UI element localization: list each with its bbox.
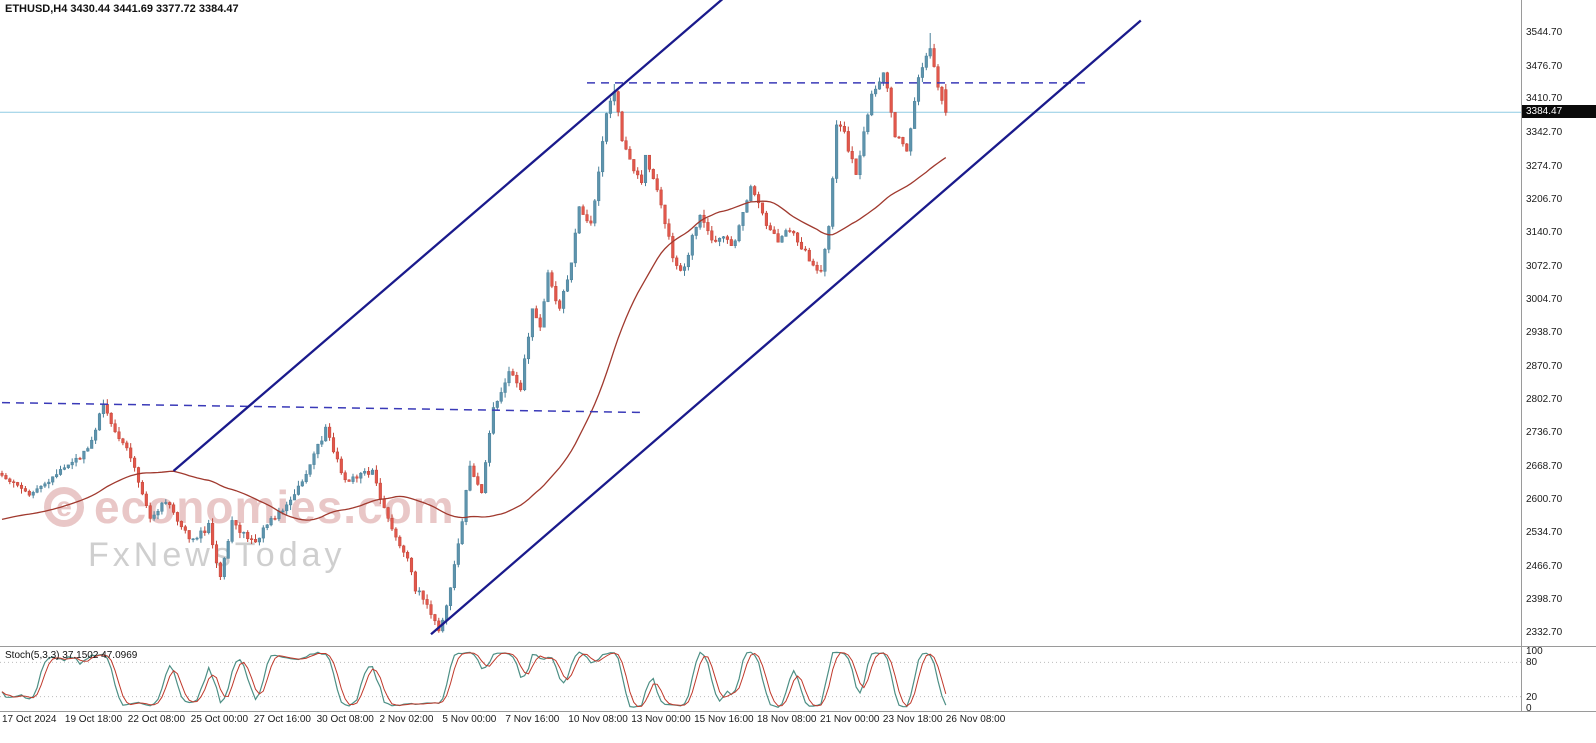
price-axis-tick: 3072.70	[1526, 260, 1563, 272]
time-axis-tick: 7 Nov 16:00	[505, 714, 560, 725]
time-axis-tick: 13 Nov 00:00	[631, 714, 691, 725]
time-axis-tick: 30 Oct 08:00	[316, 714, 374, 725]
price-axis-tick: 2668.70	[1526, 460, 1563, 472]
price-axis-tick: 2332.70	[1526, 626, 1563, 638]
time-axis-tick: 18 Nov 08:00	[757, 714, 817, 725]
time-axis-tick: 17 Oct 2024	[2, 714, 57, 725]
time-axis-tick: 5 Nov 00:00	[442, 714, 497, 725]
candlestick-chart[interactable]	[0, 0, 1521, 645]
price-axis-tick: 2870.70	[1526, 360, 1563, 372]
price-axis-tick: 3410.70	[1526, 93, 1563, 105]
price-axis-tick: 3544.70	[1526, 27, 1563, 38]
time-axis-separator	[0, 711, 1596, 712]
time-axis-tick: 2 Nov 02:00	[379, 714, 434, 725]
price-axis-tick: 3140.70	[1526, 227, 1563, 238]
price-axis-tick: 2600.70	[1526, 494, 1563, 506]
time-axis-tick: 15 Nov 16:00	[694, 714, 754, 725]
watermark-brand-text: economies.com	[94, 481, 455, 533]
time-axis-tick: 27 Oct 16:00	[253, 714, 311, 725]
price-axis-tick: 3342.70	[1526, 127, 1563, 138]
current-price-badge: 3384.47	[1522, 105, 1596, 119]
stochastic-indicator-chart[interactable]	[0, 648, 1521, 711]
stoch-axis-tick: 100	[1526, 646, 1543, 657]
stoch-axis-tick: 0	[1526, 703, 1532, 714]
price-axis[interactable]: 3384.47 3544.70 3476.70 3410.70 3342.70 3274…	[1522, 0, 1596, 645]
stoch-axis-tick: 20	[1526, 691, 1538, 703]
stoch-indicator-label: Stoch(5,3,3) 37.1502 47.0969	[5, 650, 138, 661]
price-axis-tick: 3004.70	[1526, 294, 1563, 306]
price-axis-tick: 2466.70	[1526, 560, 1563, 572]
price-axis-tick: 2938.70	[1526, 327, 1563, 338]
watermark: e economies.com FxNewsToday	[44, 480, 455, 575]
time-axis[interactable]: 17 Oct 2024 19 Oct 18:00 22 Oct 08:00 25 Oc…	[0, 714, 1596, 730]
stoch-axis: 100 80 20 0	[1522, 646, 1596, 714]
time-axis-tick: 22 Oct 08:00	[127, 714, 186, 725]
chart-symbol-title: ETHUSD,H4 3430.44 3441.69 3377.72 3384.4…	[5, 3, 239, 15]
price-axis-tick: 2802.70	[1526, 394, 1563, 406]
price-axis-tick: 2534.70	[1526, 526, 1563, 538]
indicator-panel-separator	[0, 646, 1596, 647]
price-axis-tick: 3274.70	[1526, 160, 1563, 172]
price-axis-tick: 2398.70	[1526, 594, 1563, 606]
time-axis-tick: 23 Nov 18:00	[882, 714, 943, 725]
price-axis-tick: 2736.70	[1526, 427, 1563, 438]
time-axis-tick: 19 Oct 18:00	[64, 714, 123, 725]
price-axis-tick: 3476.70	[1526, 60, 1563, 72]
time-axis-tick: 21 Nov 00:00	[820, 714, 880, 725]
time-axis-tick: 25 Oct 00:00	[190, 714, 249, 725]
time-axis-tick: 26 Nov 08:00	[945, 714, 1006, 725]
time-axis-tick: 10 Nov 08:00	[568, 714, 628, 725]
stoch-axis-tick: 80	[1526, 657, 1538, 669]
watermark-subtitle-text: FxNewsToday	[88, 536, 346, 574]
price-axis-separator	[1521, 0, 1522, 712]
price-axis-tick: 3206.70	[1526, 194, 1563, 206]
